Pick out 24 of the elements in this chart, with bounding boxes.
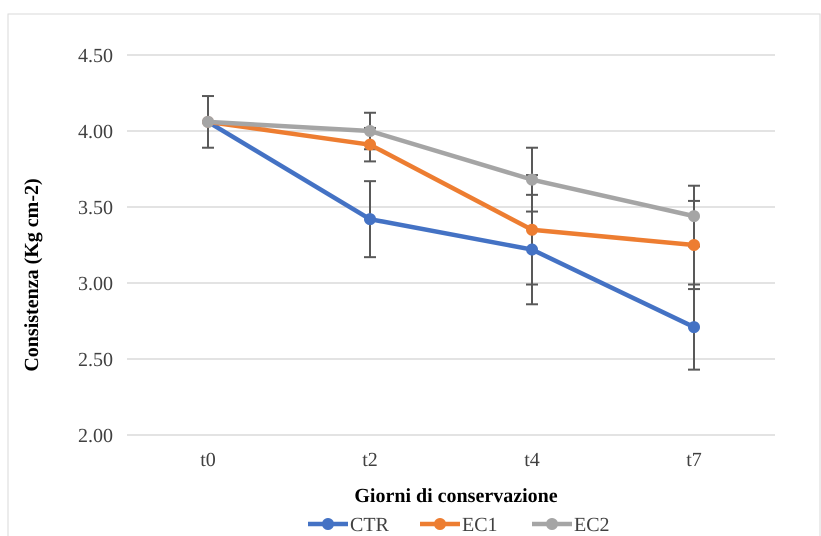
point [526, 174, 538, 186]
x-tick-label: t4 [524, 449, 540, 471]
point [526, 244, 538, 256]
y-tick-label: 4.50 [78, 45, 113, 67]
x-tick-label: t7 [686, 449, 702, 471]
y-axis-title: Consistenza (Kg cm-2) [21, 178, 43, 372]
y-tick-label: 3.50 [78, 197, 113, 219]
point [688, 239, 700, 251]
point [526, 224, 538, 236]
x-tick-label: t2 [362, 449, 378, 471]
point [364, 213, 376, 226]
y-tick-label: 2.50 [78, 349, 113, 371]
legend-label: EC1 [462, 514, 498, 536]
y-tick-label: 3.00 [78, 273, 113, 295]
x-axis-title: Giorni di conservazione [354, 485, 558, 507]
x-tick-label: t0 [200, 449, 216, 471]
legend-label: EC2 [574, 514, 610, 536]
point [688, 321, 700, 334]
y-tick-label: 4.00 [78, 121, 113, 143]
legend-label: CTR [350, 514, 390, 536]
point [688, 210, 700, 222]
y-tick-label: 2.00 [78, 425, 113, 447]
point [364, 138, 376, 151]
point [364, 125, 376, 137]
